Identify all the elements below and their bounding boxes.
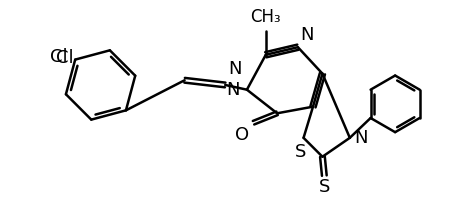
Text: O: O [235, 126, 249, 144]
Text: S: S [319, 178, 330, 196]
Text: N: N [355, 129, 368, 147]
Text: Cl: Cl [50, 48, 68, 66]
Text: Cl: Cl [56, 49, 73, 67]
Text: N: N [226, 81, 239, 99]
Text: CH₃: CH₃ [250, 9, 281, 27]
Text: S: S [295, 143, 306, 161]
Text: N: N [228, 60, 242, 78]
Text: N: N [300, 26, 314, 44]
